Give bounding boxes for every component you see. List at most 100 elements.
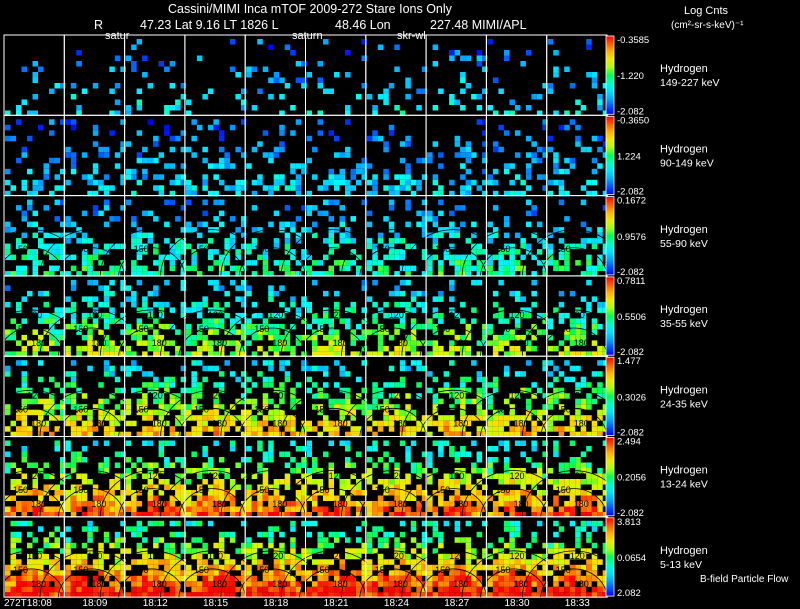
heatmap-cell bbox=[87, 323, 93, 330]
heatmap-cell bbox=[290, 249, 296, 255]
heatmap-cell bbox=[142, 157, 148, 164]
heatmap-cell bbox=[218, 501, 225, 507]
heatmap-cell bbox=[164, 559, 170, 565]
heatmap-cell bbox=[213, 473, 219, 479]
contour-label: 120 bbox=[268, 551, 283, 561]
heatmap-cell bbox=[317, 318, 323, 324]
heatmap-cell bbox=[377, 457, 384, 463]
heatmap-cell bbox=[531, 462, 537, 468]
heatmap-cell bbox=[60, 575, 66, 582]
heatmap-cell bbox=[54, 334, 60, 341]
heatmap-cell bbox=[591, 431, 598, 438]
panel-image bbox=[5, 119, 66, 197]
contour-label: 180 bbox=[393, 499, 408, 509]
heatmap-cell bbox=[273, 506, 280, 512]
heatmap-cell bbox=[487, 254, 493, 261]
contour-label: 180 bbox=[91, 579, 106, 589]
heatmap-cell bbox=[345, 457, 351, 463]
heatmap-cell bbox=[109, 110, 115, 116]
heatmap-cell bbox=[421, 537, 428, 543]
heatmap-cell bbox=[158, 404, 165, 410]
heatmap-cell bbox=[273, 431, 280, 438]
heatmap-cell bbox=[175, 329, 181, 335]
heatmap-cell bbox=[449, 575, 455, 582]
heatmap-cell bbox=[503, 365, 510, 372]
heatmap-cell bbox=[366, 586, 373, 593]
heatmap-cell bbox=[465, 168, 472, 175]
heatmap-cell bbox=[405, 490, 411, 496]
heatmap-cell bbox=[377, 495, 384, 501]
heatmap-cell bbox=[416, 210, 422, 217]
heatmap-cell bbox=[427, 537, 433, 543]
heatmap-cell bbox=[399, 431, 406, 438]
heatmap-cell bbox=[476, 185, 483, 191]
heatmap-cell bbox=[514, 323, 521, 330]
heatmap-cell bbox=[345, 179, 351, 186]
heatmap-cell bbox=[229, 559, 236, 565]
heatmap-cell bbox=[235, 351, 241, 357]
heatmap-cell bbox=[416, 468, 422, 474]
heatmap-cell bbox=[591, 553, 598, 560]
heatmap-cell bbox=[218, 146, 225, 153]
heatmap-cell bbox=[465, 520, 472, 527]
heatmap-cell bbox=[114, 512, 121, 518]
heatmap-cell bbox=[334, 360, 340, 366]
heatmap-cell bbox=[142, 462, 148, 468]
heatmap-cell bbox=[586, 190, 592, 197]
heatmap-cell bbox=[131, 387, 137, 394]
heatmap-cell bbox=[21, 265, 27, 272]
heatmap-cell bbox=[449, 564, 455, 571]
heatmap-cell bbox=[246, 484, 252, 490]
heatmap-cell bbox=[536, 553, 543, 560]
heatmap-cell bbox=[70, 420, 77, 427]
heatmap-cell bbox=[471, 94, 477, 100]
heatmap-cell bbox=[240, 301, 247, 308]
heatmap-cell bbox=[43, 163, 49, 169]
heatmap-cell bbox=[454, 334, 461, 341]
heatmap-cell bbox=[334, 174, 340, 180]
heatmap-cell bbox=[580, 351, 587, 357]
heatmap-cell bbox=[602, 570, 609, 576]
heatmap-cell bbox=[191, 382, 197, 388]
heatmap-cell bbox=[103, 152, 110, 158]
heatmap-cell bbox=[492, 190, 499, 197]
heatmap-cell bbox=[5, 254, 11, 261]
heatmap-cell bbox=[383, 398, 389, 405]
heatmap-cell bbox=[120, 205, 126, 211]
heatmap-cell bbox=[531, 495, 537, 501]
heatmap-cell bbox=[273, 185, 280, 191]
heatmap-cell bbox=[109, 307, 115, 313]
heatmap-cell bbox=[21, 506, 27, 512]
heatmap-cell bbox=[196, 581, 203, 587]
heatmap-cell bbox=[345, 484, 351, 490]
heatmap-cell bbox=[164, 238, 170, 244]
heatmap-cell bbox=[262, 271, 269, 277]
contour-line bbox=[461, 309, 566, 357]
heatmap-cell bbox=[372, 440, 378, 446]
heatmap-cell bbox=[229, 232, 236, 239]
heatmap-cell bbox=[449, 254, 455, 261]
contour-line bbox=[238, 488, 306, 517]
heatmap-cell bbox=[377, 479, 384, 485]
heatmap-cell bbox=[268, 415, 274, 421]
heatmap-cell bbox=[81, 592, 88, 598]
heatmap-cell bbox=[492, 345, 499, 352]
heatmap-cell bbox=[213, 592, 219, 598]
heatmap-cell bbox=[569, 520, 576, 527]
heatmap-cell bbox=[416, 88, 422, 94]
heatmap-cell bbox=[158, 570, 165, 576]
heatmap-cell bbox=[487, 462, 493, 468]
heatmap-cell bbox=[323, 351, 329, 357]
heatmap-cell bbox=[465, 581, 472, 587]
heatmap-cell bbox=[38, 260, 44, 266]
heatmap-cell bbox=[185, 431, 192, 438]
heatmap-cell bbox=[388, 312, 395, 319]
contour-label: 180 bbox=[514, 419, 529, 429]
heatmap-cell bbox=[416, 420, 422, 427]
heatmap-cell bbox=[54, 243, 60, 250]
heatmap-cell bbox=[65, 232, 71, 239]
contour-label: 150 bbox=[435, 565, 450, 575]
energy-row: 1201501801201501801201501801201501801201… bbox=[0, 355, 626, 438]
